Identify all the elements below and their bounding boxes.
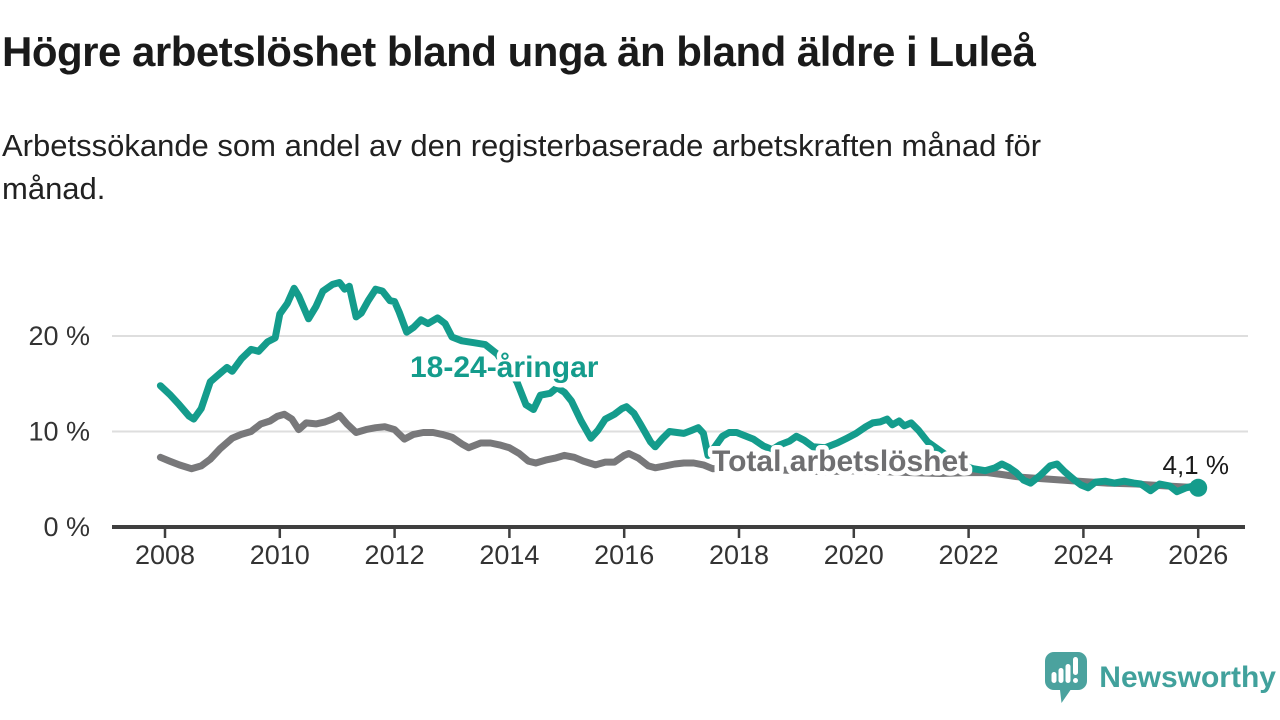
chart-subtitle-line-1: Arbetssökande som andel av den registerb… [2, 128, 1042, 163]
chart-subtitle: Arbetssökande som andel av den registerb… [2, 124, 1232, 210]
series-line-youth-18-24 [156, 279, 1202, 496]
branding-footer: Newsworthy [1043, 648, 1276, 708]
newsworthy-wordmark: Newsworthy [1099, 661, 1276, 694]
x-tick-label-2024: 2024 [1053, 540, 1113, 570]
latest-value-dot [1189, 478, 1208, 497]
latest-value-label: 4,1 % [1163, 450, 1230, 480]
y-tick-label-0pct: 0 % [43, 512, 90, 542]
x-tick-label-2012: 2012 [365, 540, 425, 570]
newsworthy-logo-icon [1045, 652, 1088, 703]
series-label-total: Total arbetslöshet [712, 445, 968, 478]
x-tick-label-2018: 2018 [709, 540, 769, 570]
x-tick-label-2026: 2026 [1168, 540, 1228, 570]
y-tick-label-10pct: 10 % [28, 417, 90, 447]
x-tick-label-2020: 2020 [824, 540, 884, 570]
series-label-youth-18-24: 18-24-åringar [410, 351, 599, 384]
x-tick-label-2022: 2022 [939, 540, 999, 570]
x-tick-label-2014: 2014 [479, 540, 539, 570]
y-tick-label-20pct: 20 % [28, 321, 90, 351]
x-tick-label-2008: 2008 [135, 540, 195, 570]
chart-subtitle-line-2: månad. [2, 171, 106, 206]
chart-title: Högre arbetslöshet bland unga än bland ä… [2, 28, 1036, 75]
x-tick-label-2010: 2010 [250, 540, 310, 570]
x-tick-label-2016: 2016 [594, 540, 654, 570]
series-line-total [156, 410, 1202, 492]
